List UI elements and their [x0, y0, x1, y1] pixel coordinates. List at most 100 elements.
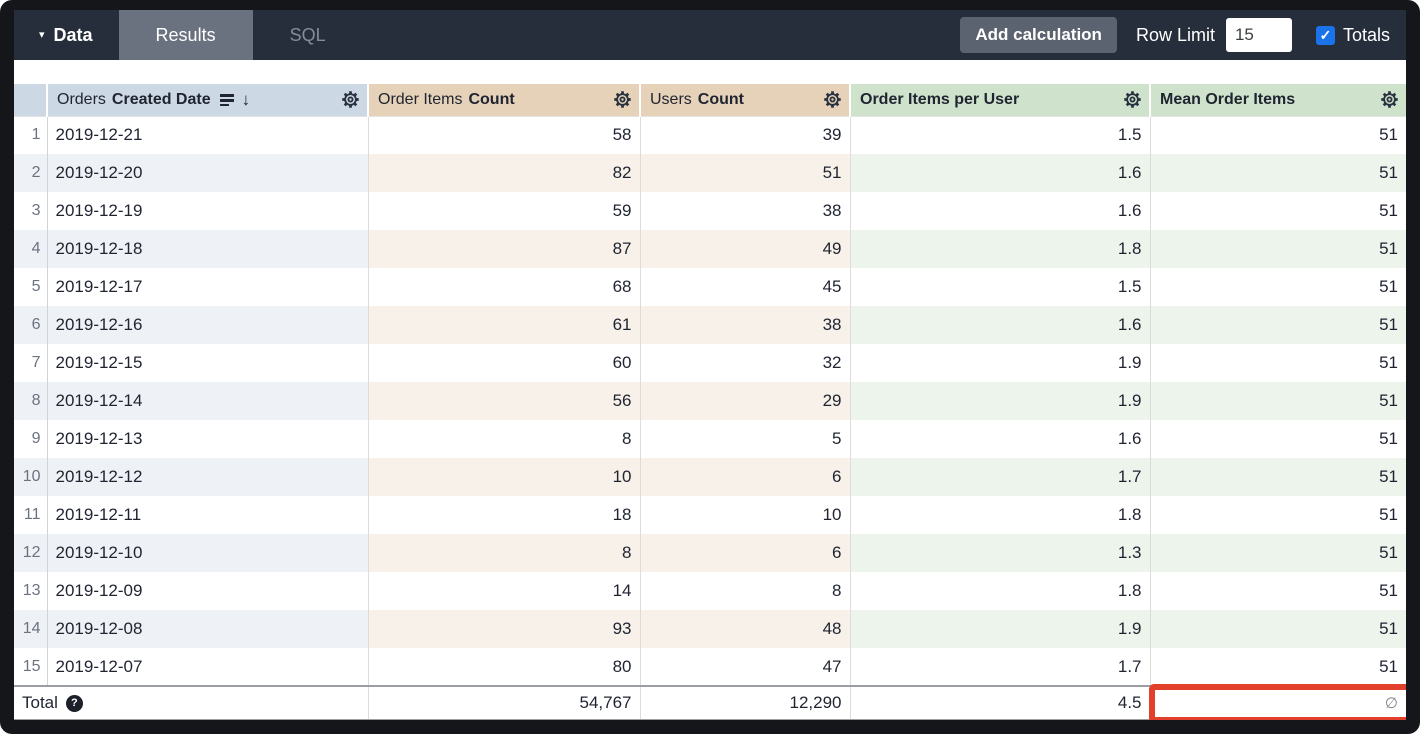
cell-order-items-per-user[interactable]: 1.6 — [850, 306, 1151, 344]
cell-orders-created-date[interactable]: 2019-12-15 — [47, 344, 369, 382]
cell-users-count[interactable]: 32 — [640, 344, 851, 382]
cell-mean-order-items[interactable]: 51 — [1379, 505, 1398, 524]
column-header-order-items-per-user[interactable]: Order Items per User — [850, 84, 1151, 117]
help-icon[interactable]: ? — [65, 694, 83, 712]
cell-order-items-per-user[interactable]: 1.5 — [850, 116, 1151, 154]
cell-order-items-per-user[interactable]: 1.8 — [850, 572, 1151, 610]
cell-order-items-count[interactable]: 60 — [368, 344, 641, 382]
gear-icon[interactable] — [1380, 90, 1399, 109]
column-header-orders-created-date[interactable]: Orders Created Date ↓ — [47, 84, 369, 117]
cell-users-count[interactable]: 49 — [640, 230, 851, 268]
cell-order-items-per-user[interactable]: 1.7 — [850, 458, 1151, 496]
cell-order-items-count[interactable]: 56 — [368, 382, 641, 420]
cell-mean-order-items[interactable]: 51 — [1150, 610, 1406, 648]
total-order-items-per-user[interactable]: 4.5 — [850, 685, 1151, 720]
gear-icon[interactable] — [823, 90, 842, 109]
cell-users-count[interactable]: 5 — [640, 420, 851, 458]
cell-order-items-count[interactable]: 10 — [368, 458, 641, 496]
cell-mean-order-items[interactable]: 51 — [1150, 382, 1406, 420]
cell-orders-created-date[interactable]: 2019-12-21 — [47, 116, 369, 154]
cell-orders-created-date[interactable]: 2019-12-09 — [47, 572, 369, 610]
cell-order-items-per-user[interactable]: 1.6 — [850, 154, 1151, 192]
cell-users-count[interactable]: 38 — [640, 306, 851, 344]
cell-order-items-per-user[interactable]: 1.6 — [850, 420, 1151, 458]
cell-users-count[interactable]: 39 — [640, 116, 851, 154]
add-calculation-button[interactable]: Add calculation — [960, 17, 1117, 53]
cell-orders-created-date[interactable]: 2019-12-07 — [47, 648, 369, 686]
cell-orders-created-date[interactable]: 2019-12-17 — [47, 268, 369, 306]
gear-icon[interactable] — [341, 90, 360, 109]
cell-mean-order-items[interactable]: 51 — [1379, 581, 1398, 600]
cell-orders-created-date[interactable]: 2019-12-08 — [47, 610, 369, 648]
cell-orders-created-date[interactable]: 2019-12-16 — [47, 306, 369, 344]
total-users-count[interactable]: 12,290 — [640, 685, 851, 720]
total-order-items-count[interactable]: 54,767 — [368, 685, 641, 720]
cell-mean-order-items[interactable]: 51 — [1379, 125, 1398, 145]
cell-users-count[interactable]: 10 — [640, 496, 851, 534]
cell-users-count[interactable]: 6 — [640, 458, 851, 496]
cell-order-items-per-user[interactable]: 1.5 — [850, 268, 1151, 306]
row-limit-input[interactable] — [1225, 18, 1292, 52]
cell-order-items-per-user[interactable]: 1.9 — [850, 344, 1151, 382]
cell-mean-order-items[interactable]: 51 — [1379, 277, 1398, 296]
cell-mean-order-items[interactable]: 51 — [1379, 353, 1398, 372]
cell-order-items-per-user[interactable]: 1.3 — [850, 534, 1151, 572]
cell-mean-order-items[interactable]: 51 — [1150, 306, 1406, 344]
sort-descending-arrow-icon: ↓ — [241, 89, 251, 109]
cell-mean-order-items[interactable]: 51 — [1379, 656, 1398, 676]
totals-checkbox[interactable]: ✓ — [1315, 25, 1335, 45]
cell-users-count[interactable]: 47 — [640, 648, 851, 686]
cell-order-items-count[interactable]: 80 — [368, 648, 641, 686]
chevron-down-icon: ▾ — [39, 28, 45, 41]
row-number: 6 — [14, 306, 48, 344]
cell-orders-created-date[interactable]: 2019-12-11 — [47, 496, 369, 534]
cell-users-count[interactable]: 29 — [640, 382, 851, 420]
cell-orders-created-date[interactable]: 2019-12-10 — [47, 534, 369, 572]
cell-mean-order-items[interactable]: 51 — [1150, 154, 1406, 192]
cell-users-count[interactable]: 45 — [640, 268, 851, 306]
cell-orders-created-date[interactable]: 2019-12-14 — [47, 382, 369, 420]
cell-mean-order-items[interactable]: 51 — [1150, 230, 1406, 268]
cell-users-count[interactable]: 6 — [640, 534, 851, 572]
cell-orders-created-date[interactable]: 2019-12-20 — [47, 154, 369, 192]
cell-order-items-count[interactable]: 87 — [368, 230, 641, 268]
cell-mean-order-items[interactable]: 51 — [1379, 201, 1398, 220]
tab-sql[interactable]: SQL — [289, 24, 326, 45]
cell-order-items-count[interactable]: 8 — [368, 534, 641, 572]
cell-users-count[interactable]: 8 — [640, 572, 851, 610]
cell-order-items-count[interactable]: 59 — [368, 192, 641, 230]
column-header-order-items-count[interactable]: Order Items Count — [368, 84, 641, 117]
cell-order-items-per-user[interactable]: 1.7 — [850, 648, 1151, 686]
cell-orders-created-date[interactable]: 2019-12-19 — [47, 192, 369, 230]
cell-order-items-per-user[interactable]: 1.8 — [850, 230, 1151, 268]
cell-order-items-per-user[interactable]: 1.9 — [850, 610, 1151, 648]
cell-order-items-count[interactable]: 8 — [368, 420, 641, 458]
cell-order-items-count[interactable]: 61 — [368, 306, 641, 344]
cell-orders-created-date[interactable]: 2019-12-12 — [47, 458, 369, 496]
cell-mean-order-items[interactable]: 51 — [1379, 429, 1398, 448]
cell-order-items-count[interactable]: 82 — [368, 154, 641, 192]
cell-order-items-per-user[interactable]: 1.6 — [850, 192, 1151, 230]
cell-orders-created-date[interactable]: 2019-12-18 — [47, 230, 369, 268]
cell-order-items-count[interactable]: 14 — [368, 572, 641, 610]
column-header-mean-order-items[interactable]: Mean Order Items — [1150, 84, 1406, 117]
tab-results[interactable]: Results — [118, 10, 253, 60]
table-row: 1 2019-12-21 58 39 1.5 51 — [14, 116, 1406, 154]
cell-mean-order-items[interactable]: 51 — [1150, 458, 1406, 496]
cell-mean-order-items[interactable]: 51 — [1150, 534, 1406, 572]
cell-order-items-count[interactable]: 18 — [368, 496, 641, 534]
cell-order-items-count[interactable]: 93 — [368, 610, 641, 648]
column-header-users-count[interactable]: Users Count — [640, 84, 851, 117]
total-mean-order-items-null[interactable]: ∅ — [1148, 684, 1406, 720]
cell-order-items-count[interactable]: 58 — [368, 116, 641, 154]
cell-order-items-per-user[interactable]: 1.8 — [850, 496, 1151, 534]
gear-icon[interactable] — [1123, 90, 1142, 109]
gear-icon[interactable] — [613, 90, 632, 109]
data-menu[interactable]: ▾ Data — [14, 10, 119, 60]
cell-users-count[interactable]: 38 — [640, 192, 851, 230]
cell-users-count[interactable]: 48 — [640, 610, 851, 648]
cell-order-items-per-user[interactable]: 1.9 — [850, 382, 1151, 420]
cell-order-items-count[interactable]: 68 — [368, 268, 641, 306]
cell-users-count[interactable]: 51 — [640, 154, 851, 192]
cell-orders-created-date[interactable]: 2019-12-13 — [47, 420, 369, 458]
